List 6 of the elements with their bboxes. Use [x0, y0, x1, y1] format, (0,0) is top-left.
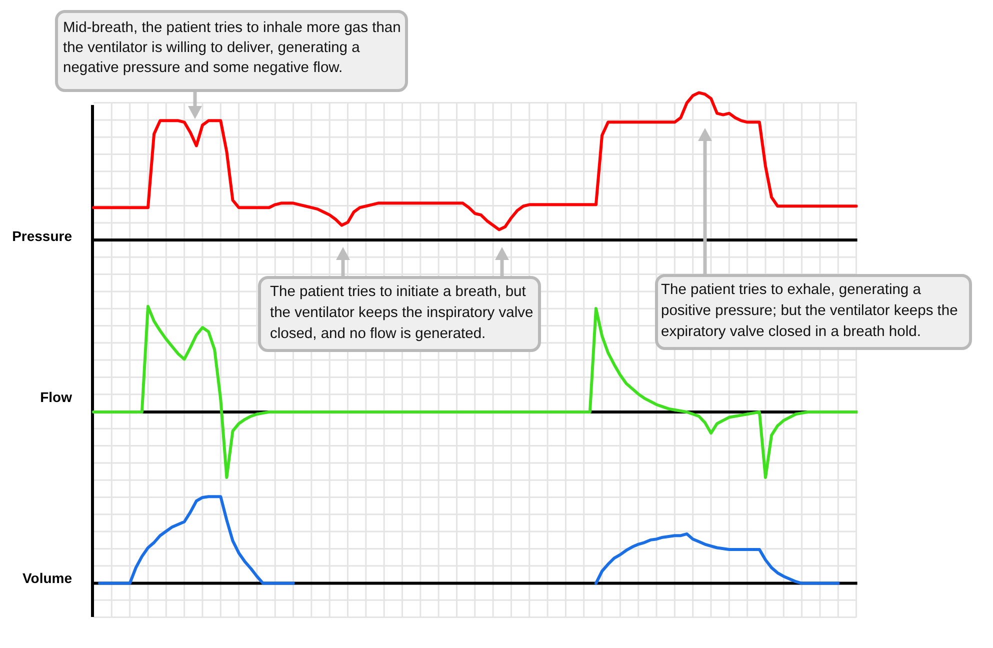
annotation: The patient tries to exhale, generating a positive pressure; but the ventilator keeps the expiratory valve closed in a breath hold. [661, 281, 959, 342]
y-axis-title: Pressure [11, 227, 72, 245]
y-axis-title: Volume [21, 569, 72, 587]
y-axis-title: Flow [39, 388, 72, 406]
annotation: The patient tries to initiate a breath, but the ventilator keeps the inspiratory valve closed, and no flow is generated. [270, 283, 534, 344]
text: Mid-breath, the patient tries to inhale more gas than the ventilator is willing to deliver, generating a negative pressure and some negative flow. [63, 19, 402, 78]
